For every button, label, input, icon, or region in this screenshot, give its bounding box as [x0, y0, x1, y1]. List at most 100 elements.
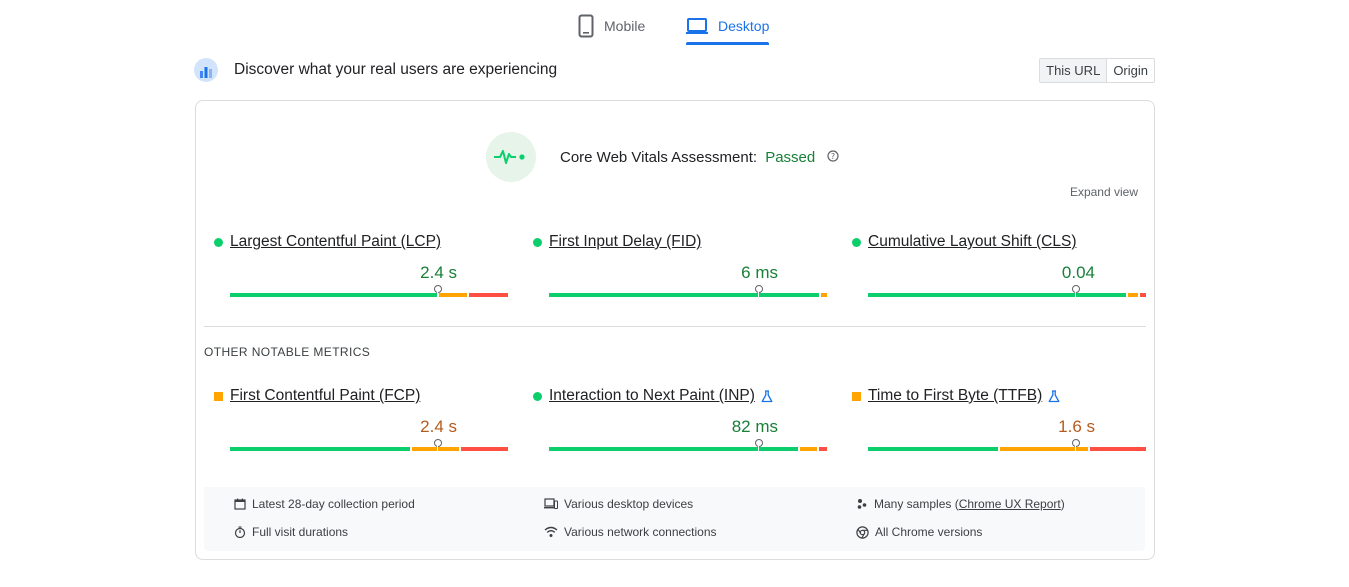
url-origin-toggle: This URL Origin [1039, 58, 1155, 83]
field-data-header: Discover what your real users are experi… [194, 56, 1155, 86]
good-indicator-icon [214, 237, 223, 247]
average-indicator-icon [852, 391, 861, 401]
good-indicator-icon [533, 391, 542, 401]
good-segment [230, 447, 411, 451]
tab-desktop[interactable]: Desktop [686, 8, 770, 45]
laptop-icon [686, 17, 708, 35]
visit-durations-item: Full visit durations [234, 525, 348, 539]
chrome-ux-report-link[interactable]: Chrome UX Report [958, 497, 1061, 511]
metric-other_metrics-0: First Contentful Paint (FCP) 2.4 s [214, 387, 508, 457]
poor-segment [1140, 293, 1146, 297]
help-icon[interactable]: ? [827, 149, 840, 162]
metric-name-link[interactable]: First Input Delay (FID) [549, 233, 702, 250]
metric-core_metrics-2: Cumulative Layout Shift (CLS) 0.04 [852, 233, 1146, 303]
needs-improvement-segment [439, 293, 468, 297]
good-indicator-icon [852, 237, 861, 247]
p75-marker [434, 439, 442, 447]
cwv-assessment: Core Web Vitals Assessment: Passed ? [486, 132, 840, 182]
good-segment [549, 447, 799, 451]
metric-value: 1.6 s [1058, 417, 1095, 436]
metric-name-link[interactable]: Largest Contentful Paint (LCP) [230, 233, 442, 250]
tab-mobile-label: Mobile [604, 18, 646, 34]
metric-name-row: Cumulative Layout Shift (CLS) [852, 233, 1076, 251]
smartphone-icon [578, 14, 594, 38]
assessment-text: Core Web Vitals Assessment: Passed ? [560, 148, 840, 166]
p75-marker [1072, 439, 1080, 447]
origin-button[interactable]: Origin [1107, 59, 1154, 82]
needs-improvement-segment [821, 293, 827, 297]
metric-value: 82 ms [731, 417, 778, 436]
metric-other_metrics-2: Time to First Byte (TTFB) 1.6 s [852, 387, 1146, 457]
p75-marker-gap [437, 291, 438, 299]
chrome-versions-text: All Chrome versions [875, 525, 983, 539]
distribution-bar [230, 293, 508, 297]
other-metrics-heading: OTHER NOTABLE METRICS [204, 345, 371, 359]
p75-marker [755, 285, 763, 293]
experimental-flask-icon[interactable] [1048, 389, 1060, 403]
good-indicator-icon [533, 237, 542, 247]
needs-improvement-segment [800, 447, 818, 451]
metric-name-row: Interaction to Next Paint (INP) [533, 387, 773, 405]
experimental-flask-icon[interactable] [761, 389, 773, 403]
active-tab-indicator [686, 42, 770, 45]
chrome-versions-item: All Chrome versions [856, 525, 982, 539]
poor-segment [1090, 447, 1146, 451]
samples-item: Many samples (Chrome UX Report) [856, 497, 1065, 511]
metric-value: 2.4 s [420, 417, 457, 436]
good-segment [549, 293, 819, 297]
crux-logo-icon [194, 58, 218, 82]
data-source-footer: Latest 28-day collection period Full vis… [204, 487, 1145, 551]
needs-improvement-segment [412, 447, 460, 451]
metric-value: 6 ms [741, 263, 778, 282]
field-data-title: Discover what your real users are experi… [234, 61, 558, 78]
distribution-bar [230, 447, 508, 451]
svg-text:?: ? [831, 151, 835, 160]
needs-improvement-segment [1128, 293, 1139, 297]
metric-name-row: First Input Delay (FID) [533, 233, 701, 251]
device-tabs: Mobile Desktop [0, 0, 1349, 46]
p75-marker [1072, 285, 1080, 293]
p75-marker-gap [758, 291, 759, 299]
metric-core_metrics-0: Largest Contentful Paint (LCP) 2.4 s [214, 233, 508, 303]
metric-value: 2.4 s [420, 263, 457, 282]
distribution-bar [868, 293, 1146, 297]
metric-value: 0.04 [1061, 263, 1095, 282]
poor-segment [819, 447, 827, 451]
metric-name-link[interactable]: Cumulative Layout Shift (CLS) [868, 233, 1077, 250]
metric-name-link[interactable]: Time to First Byte (TTFB) [868, 387, 1043, 404]
wifi-icon [544, 526, 564, 538]
heartbeat-icon [486, 132, 536, 182]
p75-marker [434, 285, 442, 293]
devices-item: Various desktop devices [544, 497, 693, 511]
calendar-icon [234, 498, 252, 510]
assessment-status: Passed [765, 148, 816, 166]
expand-view-link[interactable]: Expand view [1069, 185, 1138, 199]
metric-name-row: First Contentful Paint (FCP) [214, 387, 420, 405]
good-segment [230, 293, 438, 297]
metric-other_metrics-1: Interaction to Next Paint (INP) 82 ms [533, 387, 827, 457]
assessment-label: Core Web Vitals Assessment: [560, 148, 758, 166]
metric-name-link[interactable]: First Contentful Paint (FCP) [230, 387, 421, 404]
people-icon [856, 498, 874, 510]
metric-core_metrics-1: First Input Delay (FID) 6 ms [533, 233, 827, 303]
needs-improvement-segment [1000, 447, 1089, 451]
visit-durations-text: Full visit durations [252, 525, 349, 539]
tab-mobile[interactable]: Mobile [578, 8, 645, 44]
tab-desktop-label: Desktop [718, 18, 770, 34]
distribution-bar [868, 447, 1146, 451]
poor-segment [461, 447, 508, 451]
samples-prefix: Many samples ( [874, 497, 959, 511]
p75-marker-gap [437, 445, 438, 453]
metric-name-link[interactable]: Interaction to Next Paint (INP) [549, 387, 755, 404]
field-data-card: Core Web Vitals Assessment: Passed ? Exp… [195, 100, 1155, 560]
poor-segment [469, 293, 508, 297]
distribution-bar [549, 293, 827, 297]
p75-marker [755, 439, 763, 447]
p75-marker-gap [1075, 445, 1076, 453]
this-url-button[interactable]: This URL [1040, 59, 1108, 82]
devices-text: Various desktop devices [564, 497, 694, 511]
p75-marker-gap [1075, 291, 1076, 299]
distribution-bar [549, 447, 827, 451]
metric-name-row: Largest Contentful Paint (LCP) [214, 233, 441, 251]
average-indicator-icon [214, 391, 223, 401]
